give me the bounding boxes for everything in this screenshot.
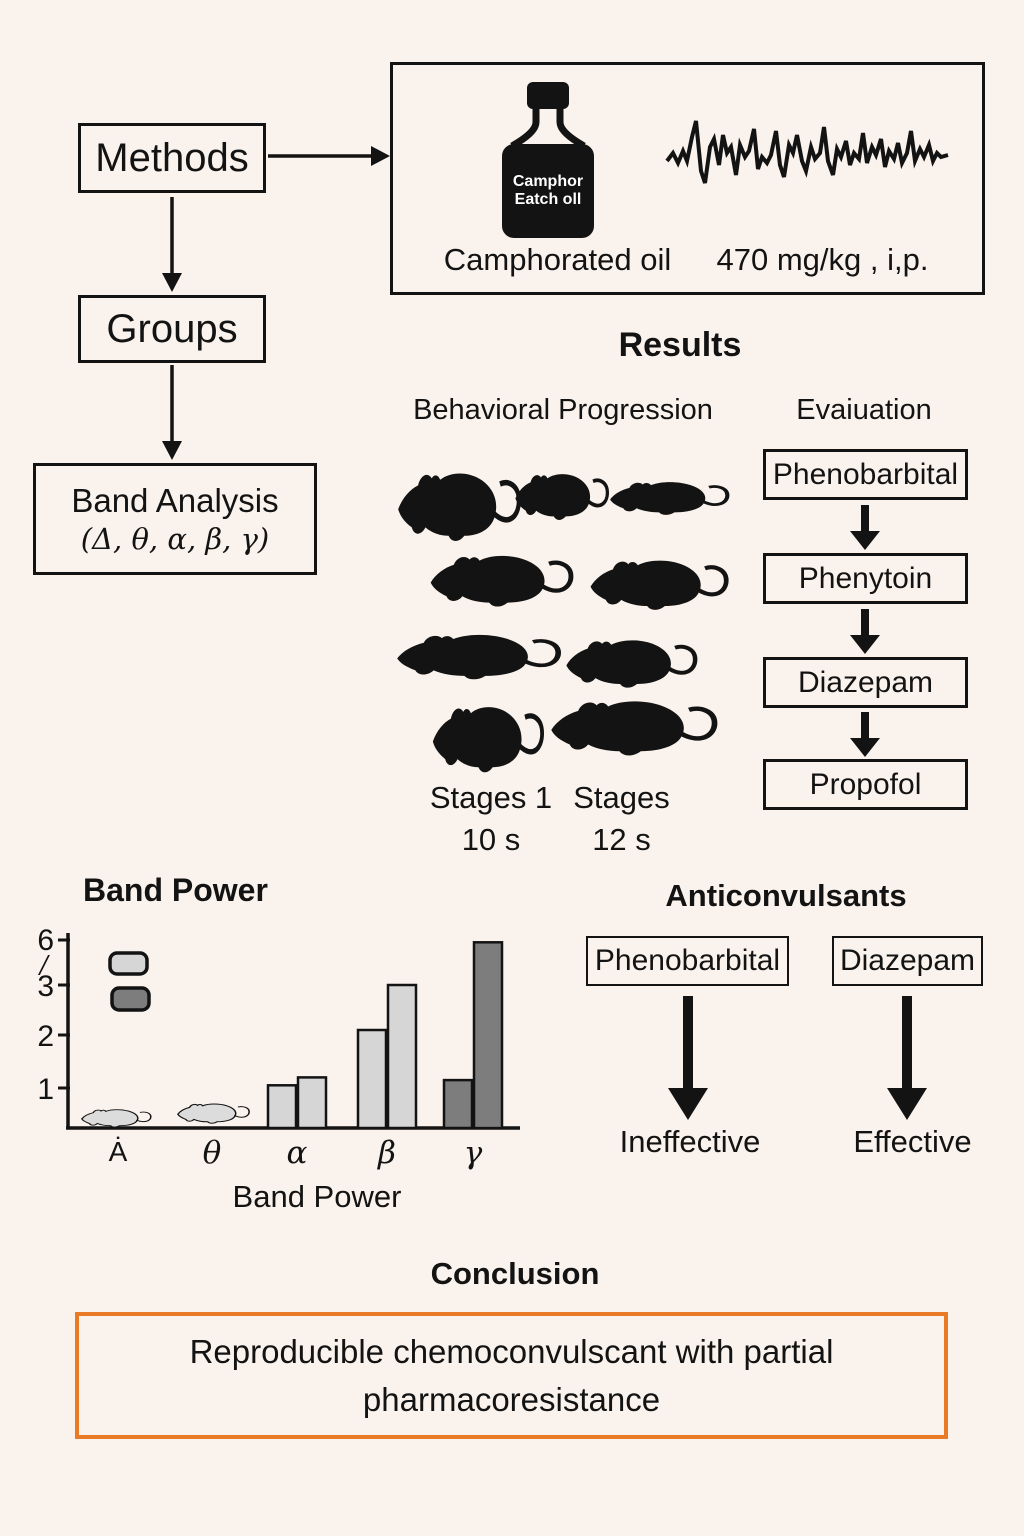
rat-stage-icon [398, 473, 519, 542]
xcat-theta: θ [203, 1135, 222, 1171]
band-power-title: Band Power [83, 872, 268, 908]
evaluation-label-phenobarbital: Phenobarbital [772, 457, 959, 491]
oil-bottle-icon: Camphor Eatch oll [502, 82, 594, 238]
stimulus-box [390, 62, 985, 295]
eeg-trace-icon [665, 120, 949, 184]
evaluation-box-phenytoin: Phenytoin [763, 553, 968, 604]
dose-label: 470 mg/kg , i,p. [716, 242, 929, 277]
anticonvulsants-heading: Anticonvulsants [665, 878, 907, 913]
behavioral-progression-heading: Behavioral Progression [413, 394, 713, 426]
bar-group [266, 941, 504, 1130]
xcat-gamma: γ [464, 1135, 483, 1171]
band-analysis-title: Band Analysis [71, 482, 279, 519]
legend-swatch-dark [110, 986, 151, 1012]
stages-left-time: 10 s [461, 822, 521, 857]
bar-α-bar-1 [266, 1084, 298, 1130]
rat-stage-icon [432, 707, 542, 773]
results-heading: Results [618, 326, 742, 364]
band-power-chart: 6 / 3 2 1 Ȧ θ α β γ Band Power [37, 924, 520, 1214]
rat-stage-icon [551, 701, 714, 756]
groups-label: Groups [106, 306, 238, 351]
arrow-phenobarbital-to-phenytoin [850, 505, 880, 550]
rat-stage-icon [590, 560, 727, 610]
arrow-diazepam-to-effective [887, 996, 927, 1120]
bar-β-bar-1 [356, 1028, 388, 1130]
anticonvulsant-label-diazepam: Diazepam [839, 944, 976, 977]
bar-β-bar-2 [386, 983, 418, 1130]
conclusion-line2: pharmacoresistance [362, 1380, 661, 1418]
evaluation-label-diazepam: Diazepam [797, 665, 934, 699]
chart-rat-theta-icon [177, 1103, 250, 1125]
ytick-1: 1 [37, 1073, 54, 1106]
rat-stage-icon [430, 555, 571, 607]
ytick-3: 3 [37, 970, 54, 1003]
ineffective-label: Ineffective [619, 1124, 761, 1159]
bottle-label-line1: Camphor [513, 173, 583, 190]
xcat-delta: Ȧ [109, 1136, 128, 1167]
chart-xlabel: Band Power [233, 1179, 402, 1214]
band-analysis-box: Band Analysis (Δ, θ, α, β, γ) [33, 463, 317, 575]
effective-label: Effective [853, 1124, 972, 1159]
arrow-methods-to-stimulus [268, 146, 390, 166]
xcat-beta: β [377, 1135, 396, 1171]
conclusion-line1: Reproducible chemoconvulscant with parti… [189, 1332, 834, 1370]
conclusion-heading: Conclusion [430, 1256, 600, 1291]
ytick-6: 6 [37, 924, 54, 957]
evaluation-box-diazepam: Diazepam [763, 657, 968, 708]
bottle-caption: Camphorated oil [443, 242, 672, 277]
rat-stage-icon [397, 634, 558, 680]
evaluation-box-propofol: Propofol [763, 759, 968, 810]
rat-stage-icon [566, 640, 695, 688]
ytick-slash: / [38, 951, 51, 979]
arrow-groups-to-band-analysis [162, 365, 182, 460]
conclusion-box: Reproducible chemoconvulscant with parti… [75, 1312, 948, 1439]
bar-γ-bar-1 [442, 1078, 474, 1130]
behavioral-rats-illustration [397, 473, 735, 773]
methods-box: Methods [78, 123, 266, 193]
bar-α-bar-2 [296, 1076, 328, 1130]
methods-label: Methods [95, 135, 249, 180]
stages-right-time: 12 s [592, 822, 651, 857]
bar-γ-bar-2 [472, 941, 504, 1130]
rat-stage-icon [610, 482, 727, 515]
arrow-methods-to-groups [162, 197, 182, 292]
band-analysis-bands: (Δ, θ, α, β, γ) [80, 522, 270, 556]
evaluation-box-phenobarbital: Phenobarbital [763, 449, 968, 500]
arrow-phenobarbital-to-ineffective [668, 996, 708, 1120]
rat-stage-icon [515, 474, 610, 520]
xcat-alpha: α [287, 1135, 308, 1171]
groups-box: Groups [78, 295, 266, 363]
anticonvulsant-box-phenobarbital: Phenobarbital [586, 936, 789, 986]
anticonvulsant-label-phenobarbital: Phenobarbital [594, 944, 781, 977]
stages-right-label: Stages [573, 780, 670, 815]
chart-rat-delta-icon [81, 1108, 152, 1128]
evaluation-heading: Evaiuation [796, 394, 932, 426]
evaluation-label-propofol: Propofol [809, 767, 922, 801]
legend-swatch-light [108, 951, 149, 976]
evaluation-label-phenytoin: Phenytoin [798, 561, 933, 595]
arrow-phenytoin-to-diazepam [850, 609, 880, 654]
stages-left-label: Stages 1 [429, 780, 553, 815]
anticonvulsant-box-diazepam: Diazepam [832, 936, 983, 986]
ytick-2: 2 [37, 1020, 54, 1053]
arrow-diazepam-to-propofol [850, 712, 880, 757]
bottle-label-line2: Eatch oll [515, 191, 582, 208]
